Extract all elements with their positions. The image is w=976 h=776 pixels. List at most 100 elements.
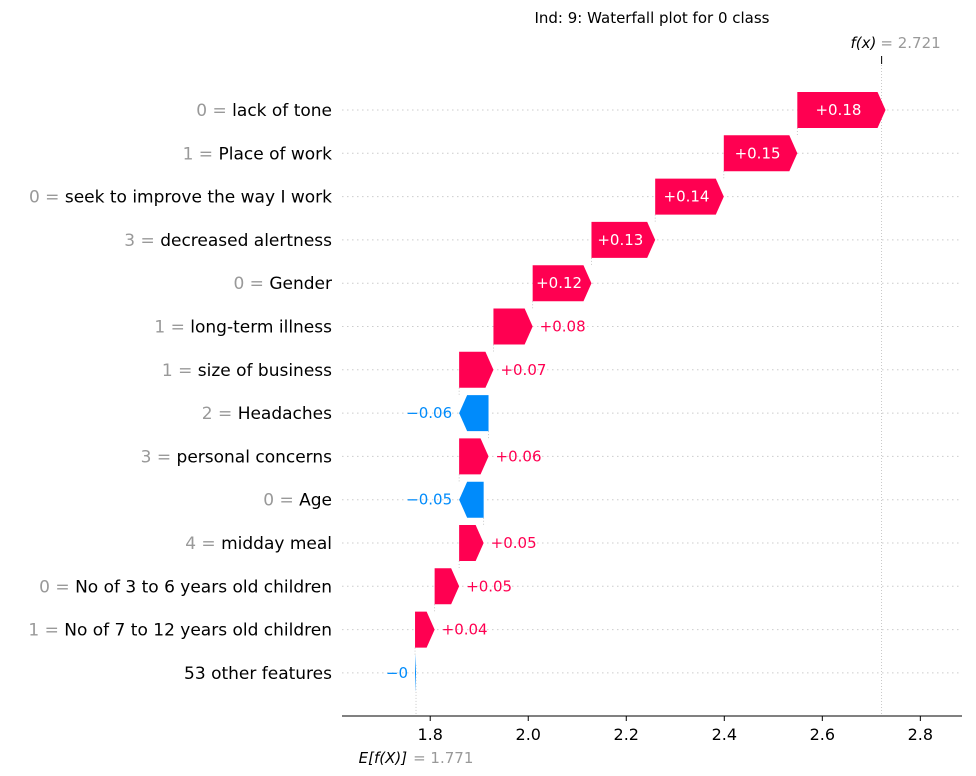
contribution-label: +0.05 <box>466 577 512 595</box>
feature-value: 3 <box>124 231 135 251</box>
feature-label: 3 = personal concerns <box>141 447 332 467</box>
feature-value: 1 <box>183 144 194 164</box>
contribution-label: +0.14 <box>664 188 710 206</box>
feature-equals: = <box>173 361 198 381</box>
contribution-label: +0.05 <box>491 534 537 552</box>
feature-value: 0 <box>196 101 207 121</box>
feature-value: 1 <box>162 361 173 381</box>
feature-label: 1 = No of 7 to 12 years old children <box>28 621 332 641</box>
contribution-bar <box>459 351 494 388</box>
contribution-bar <box>591 221 656 258</box>
feature-label: 3 = decreased alertness <box>124 231 332 251</box>
reference-lines <box>414 56 883 716</box>
contribution-label: +0.15 <box>735 144 781 162</box>
feature-labels: 0 = lack of tone 1 = Place of work 0 = see… <box>28 101 332 684</box>
feature-equals: = <box>196 534 221 554</box>
feature-value: 2 <box>202 404 213 424</box>
contribution-label: +0.12 <box>536 274 582 292</box>
x-tick-label: 2.4 <box>712 725 737 744</box>
feature-equals: = <box>213 404 238 424</box>
contribution-label: +0.13 <box>597 231 643 249</box>
final-value-label: f(x) <box>851 34 877 52</box>
contribution-label: −0.05 <box>406 491 452 509</box>
feature-label: 0 = lack of tone <box>196 101 332 121</box>
feature-equals: = <box>274 491 299 511</box>
feature-equals: = <box>135 231 160 251</box>
contribution-label: +0.06 <box>496 447 542 465</box>
feature-label: 0 = No of 3 to 6 years old children <box>39 577 332 597</box>
contribution-label: −0.06 <box>406 404 452 422</box>
feature-equals: = <box>50 577 75 597</box>
contribution-label: +0.18 <box>815 101 861 119</box>
feature-name: No of 7 to 12 years old children <box>64 621 332 641</box>
feature-name: decreased alertness <box>160 231 332 251</box>
feature-equals: = <box>151 447 176 467</box>
feature-label: 1 = size of business <box>162 361 332 381</box>
contribution-bar <box>459 481 484 518</box>
contribution-label: +0.04 <box>442 621 488 639</box>
feature-label: 53 other features <box>184 664 332 684</box>
contribution-bar <box>415 611 435 648</box>
feature-label: 0 = seek to improve the way I work <box>29 188 332 208</box>
feature-name: long-term illness <box>190 318 332 338</box>
contribution-bar <box>532 265 592 302</box>
feature-value: 1 <box>28 621 39 641</box>
x-tick-label: 2.2 <box>614 725 639 744</box>
x-tick-label: 2.6 <box>810 725 835 744</box>
x-tick-label: 2.8 <box>908 725 933 744</box>
feature-name: personal concerns <box>177 447 333 467</box>
contribution-bars <box>415 92 886 691</box>
base-value-annotation: E[f(X)] = 1.771 <box>359 749 474 767</box>
feature-name: lack of tone <box>232 101 332 121</box>
contribution-bar <box>723 135 798 172</box>
feature-name: Headaches <box>238 404 332 424</box>
contribution-label: +0.08 <box>540 318 586 336</box>
base-value-number: = 1.771 <box>413 749 473 767</box>
feature-equals: = <box>40 188 65 208</box>
feature-name: 53 other features <box>184 664 332 684</box>
feature-value: 0 <box>233 274 244 294</box>
feature-name: size of business <box>198 361 332 381</box>
feature-equals: = <box>39 621 64 641</box>
feature-name: No of 3 to 6 years old children <box>75 577 332 597</box>
x-axis: 1.8 2.0 2.2 2.4 2.6 2.8 <box>342 715 962 744</box>
feature-value: 4 <box>185 534 196 554</box>
feature-equals: = <box>207 101 232 121</box>
contribution-bar <box>459 525 484 561</box>
feature-value: 0 <box>39 577 50 597</box>
feature-value: 0 <box>263 491 274 511</box>
feature-value: 1 <box>154 318 165 338</box>
final-value-number: = 2.721 <box>880 34 940 52</box>
contribution-bar <box>434 568 460 605</box>
feature-label: 4 = midday meal <box>185 534 332 554</box>
feature-name: midday meal <box>221 534 332 554</box>
contribution-label: +0.07 <box>500 361 546 379</box>
base-value-label: E[f(X)] <box>359 749 408 767</box>
feature-label: 0 = Age <box>263 491 332 511</box>
contribution-bar <box>493 308 533 345</box>
contribution-bar <box>797 92 886 128</box>
feature-name: Place of work <box>218 144 332 164</box>
feature-name: Gender <box>269 274 332 294</box>
final-value-annotation: f(x) = 2.721 <box>851 34 941 52</box>
feature-label: 1 = long-term illness <box>154 318 332 338</box>
x-tick-label: 2.0 <box>516 725 541 744</box>
contribution-bar <box>415 654 417 691</box>
feature-name: seek to improve the way I work <box>65 188 332 208</box>
value-annotations: +0.18 +0.15 +0.14 +0.13 +0.12 +0.08 +0.07 −0.06… <box>359 34 941 767</box>
feature-value: 0 <box>29 188 40 208</box>
feature-equals: = <box>193 144 218 164</box>
feature-label: 2 = Headaches <box>202 404 332 424</box>
feature-label: 1 = Place of work <box>183 144 333 164</box>
chart-title: Ind: 9: Waterfall plot for 0 class <box>534 9 769 27</box>
contribution-bar <box>459 395 489 432</box>
feature-value: 3 <box>141 447 152 467</box>
feature-name: Age <box>299 491 332 511</box>
feature-equals: = <box>244 274 269 294</box>
contribution-label: −0 <box>386 664 408 682</box>
contribution-bar <box>459 438 489 475</box>
feature-label: 0 = Gender <box>233 274 332 294</box>
contribution-bar <box>655 178 724 215</box>
feature-equals: = <box>165 318 190 338</box>
